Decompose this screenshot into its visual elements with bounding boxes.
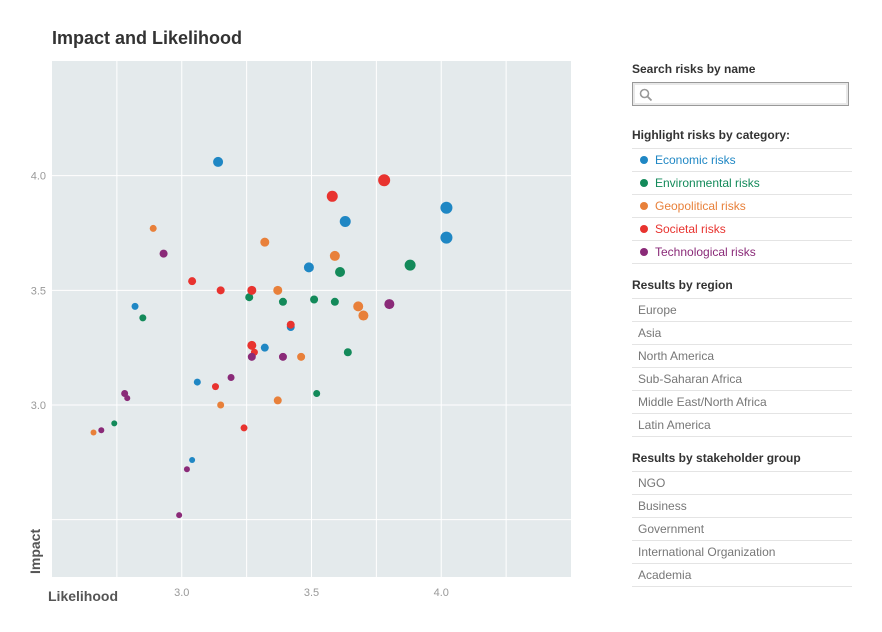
data-point[interactable] [240, 424, 248, 432]
data-point[interactable] [217, 401, 225, 409]
stakeholder-list: NGO Business Government International Organ… [632, 471, 852, 587]
chart-title: Impact and Likelihood [52, 28, 243, 48]
data-point[interactable] [245, 293, 254, 302]
stakeholder-item[interactable]: Academia [632, 564, 852, 587]
stakeholder-item[interactable]: NGO [632, 472, 852, 495]
data-point[interactable] [159, 249, 168, 258]
data-point[interactable] [111, 420, 118, 427]
stakeholder-item[interactable]: Government [632, 518, 852, 541]
x-tick-label: 3.5 [304, 587, 319, 599]
category-label: Societal risks [655, 222, 726, 236]
data-point[interactable] [343, 348, 352, 357]
data-point[interactable] [131, 302, 139, 310]
data-point[interactable] [273, 285, 283, 295]
search-input[interactable] [653, 85, 843, 103]
data-point[interactable] [183, 466, 190, 473]
data-point[interactable] [176, 512, 183, 519]
region-item[interactable]: Asia [632, 322, 852, 345]
category-dot-icon [640, 179, 648, 187]
axis-ticks: 3.0 3.5 4.0 3.0 3.5 4.0 [31, 171, 449, 599]
y-tick-label: 3.5 [31, 285, 46, 297]
data-point[interactable] [404, 259, 416, 271]
category-heading: Highlight risks by category: [632, 128, 791, 142]
data-point[interactable] [286, 320, 295, 329]
region-item[interactable]: North America [632, 345, 852, 368]
data-point[interactable] [313, 390, 321, 398]
data-point[interactable] [149, 224, 157, 232]
category-dot-icon [640, 202, 648, 210]
data-point[interactable] [98, 427, 105, 434]
filter-panel: Search risks by name Highlight risks by … [632, 62, 852, 601]
region-heading: Results by region [632, 278, 733, 292]
x-tick-label: 3.0 [174, 587, 189, 599]
category-dot-icon [640, 225, 648, 233]
data-point[interactable] [193, 378, 201, 386]
region-item[interactable]: Latin America [632, 414, 852, 437]
x-axis-label: Likelihood [48, 588, 118, 604]
data-point[interactable] [247, 352, 256, 361]
search-heading: Search risks by name [632, 62, 756, 76]
data-point[interactable] [273, 396, 282, 405]
data-point[interactable] [297, 352, 306, 361]
category-item[interactable]: Geopolitical risks [632, 195, 852, 218]
data-point[interactable] [90, 429, 97, 436]
data-point[interactable] [188, 277, 197, 286]
category-label: Technological risks [655, 245, 756, 259]
category-item[interactable]: Technological risks [632, 241, 852, 264]
data-point[interactable] [278, 297, 287, 306]
x-tick-label: 4.0 [434, 587, 449, 599]
data-point[interactable] [247, 340, 257, 350]
data-point[interactable] [303, 262, 314, 273]
y-tick-label: 4.0 [31, 171, 46, 183]
category-label: Environmental risks [655, 176, 760, 190]
data-point[interactable] [211, 383, 219, 391]
data-point[interactable] [329, 250, 340, 261]
category-item[interactable]: Societal risks [632, 218, 852, 241]
grid-lines [52, 61, 571, 577]
data-point[interactable] [310, 295, 319, 304]
data-point[interactable] [330, 297, 339, 306]
y-axis-label: Impact [27, 529, 43, 574]
data-point[interactable] [339, 216, 351, 228]
region-item[interactable]: Europe [632, 299, 852, 322]
data-point[interactable] [358, 310, 369, 321]
data-point[interactable] [326, 190, 338, 202]
data-point[interactable] [384, 299, 395, 310]
region-item[interactable]: Sub-Saharan Africa [632, 368, 852, 391]
stakeholder-item[interactable]: Business [632, 495, 852, 518]
data-point[interactable] [278, 352, 287, 361]
data-point[interactable] [440, 231, 453, 244]
category-list: Economic risks Environmental risks Geopoli… [632, 148, 852, 264]
data-point[interactable] [216, 286, 225, 295]
data-point[interactable] [139, 314, 147, 322]
data-point[interactable] [189, 457, 196, 464]
data-point[interactable] [335, 266, 346, 277]
region-item[interactable]: Middle East/North Africa [632, 391, 852, 414]
data-point[interactable] [247, 285, 257, 295]
data-point[interactable] [440, 201, 453, 214]
data-point[interactable] [260, 237, 270, 247]
data-point[interactable] [227, 373, 235, 381]
data-point[interactable] [378, 174, 391, 187]
category-dot-icon [640, 248, 648, 256]
stakeholder-item[interactable]: International Organization [632, 541, 852, 564]
data-point[interactable] [353, 301, 364, 312]
search-icon [639, 88, 653, 102]
category-label: Economic risks [655, 153, 736, 167]
category-label: Geopolitical risks [655, 199, 746, 213]
data-points [90, 156, 453, 519]
stakeholder-heading: Results by stakeholder group [632, 451, 801, 465]
category-dot-icon [640, 156, 648, 164]
data-point[interactable] [213, 156, 224, 167]
category-item[interactable]: Environmental risks [632, 172, 852, 195]
data-point[interactable] [260, 343, 269, 352]
y-tick-label: 3.0 [31, 400, 46, 412]
category-item[interactable]: Economic risks [632, 149, 852, 172]
region-list: Europe Asia North America Sub-Saharan Afric… [632, 298, 852, 437]
search-box[interactable] [632, 82, 849, 106]
data-point[interactable] [124, 395, 131, 402]
